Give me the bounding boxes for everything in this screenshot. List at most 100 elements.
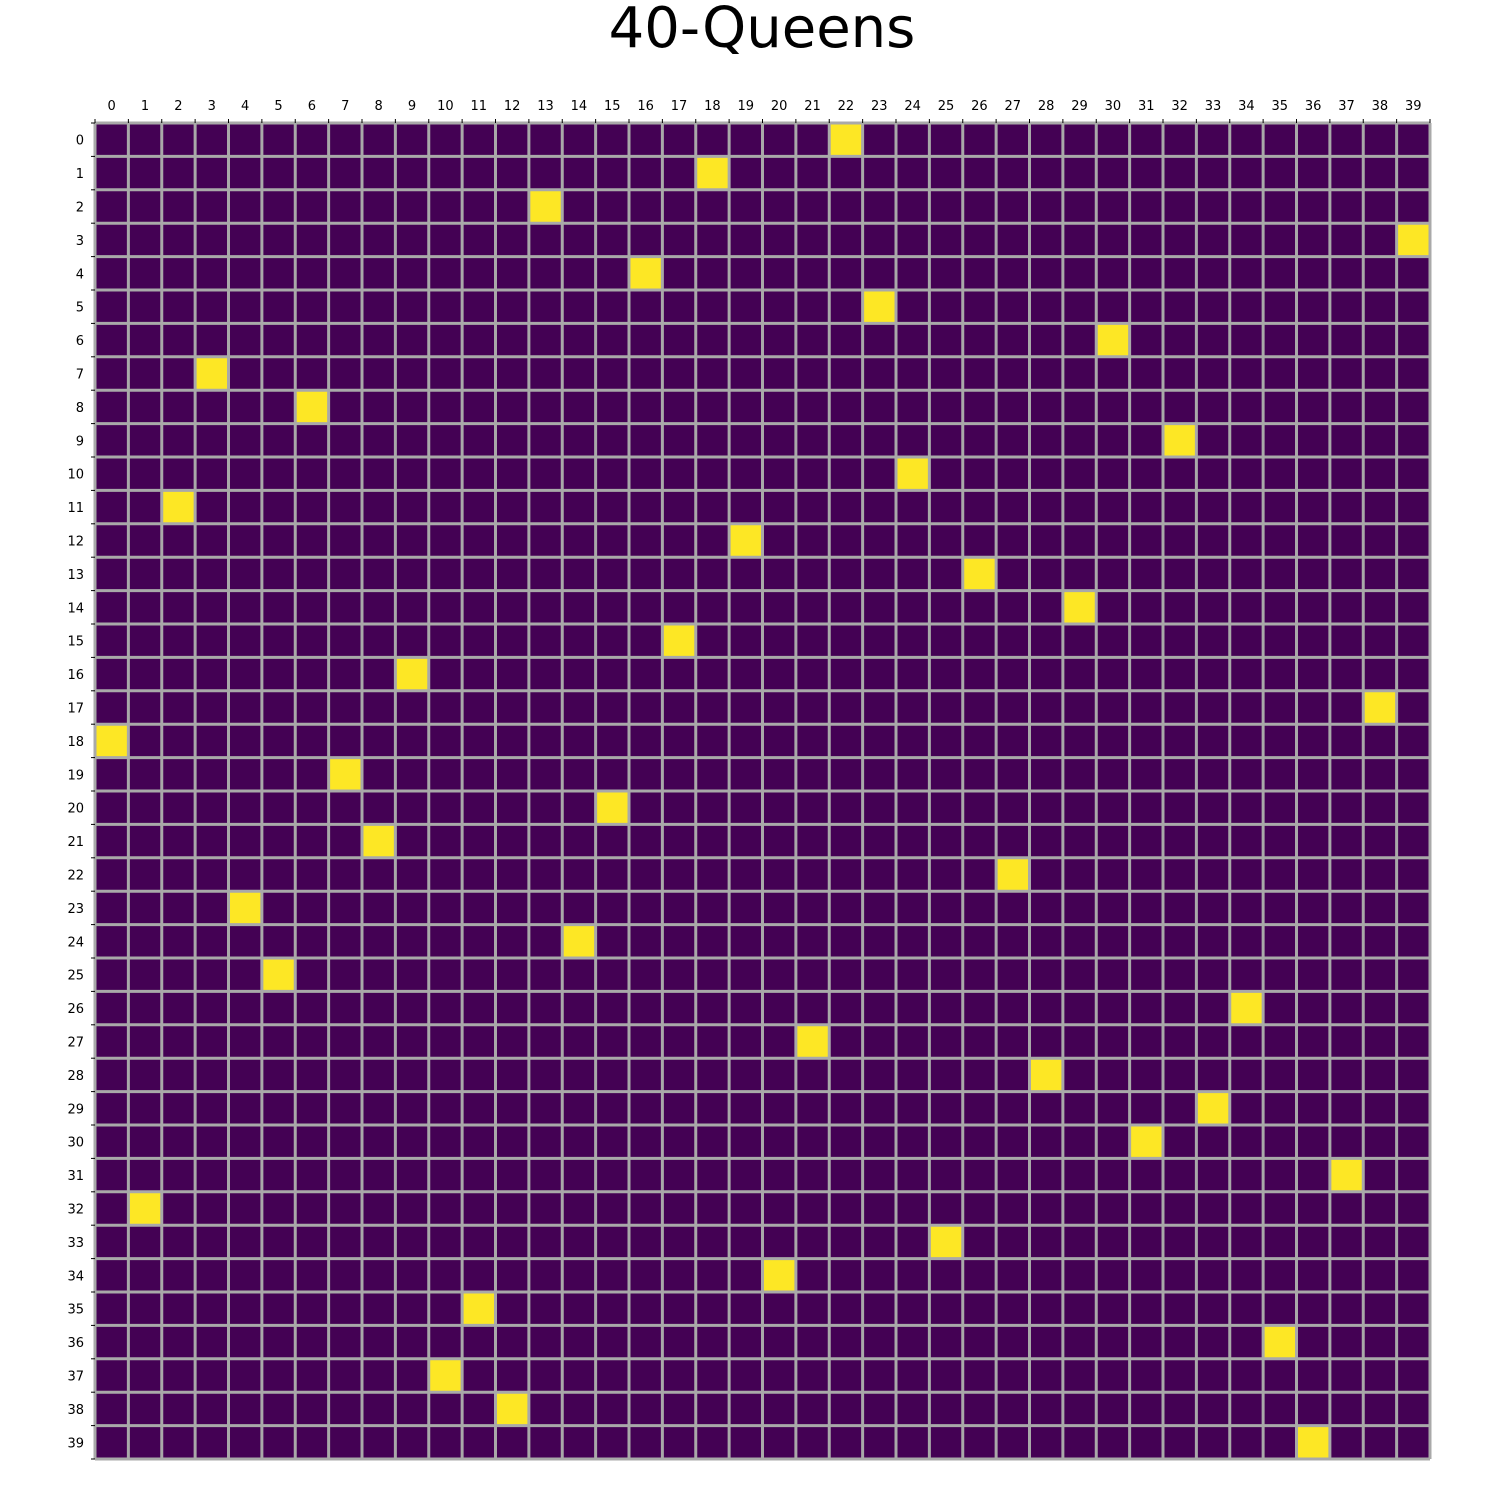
queen-cell-r15-c17 (662, 624, 696, 658)
queen-cell-r20-c15 (595, 791, 629, 825)
x-tick-label: 4 (241, 99, 249, 114)
y-tick-label: 4 (76, 267, 84, 282)
y-tick-label: 6 (76, 334, 84, 349)
y-tick-label: 9 (76, 434, 84, 449)
queen-cell-r17-c38 (1363, 690, 1397, 725)
queen-cell-r25-c5 (261, 958, 296, 992)
x-tick-label: 25 (938, 99, 955, 114)
y-tick-label: 2 (76, 201, 84, 216)
y-tick-label: 16 (67, 668, 84, 683)
queen-cell-r7-c3 (195, 356, 229, 391)
queen-cell-r31-c37 (1329, 1158, 1364, 1192)
x-tick-label: 10 (437, 99, 454, 114)
x-tick-label: 38 (1372, 99, 1389, 114)
x-tick-label: 16 (637, 99, 654, 114)
queen-cell-r13-c26 (962, 557, 997, 591)
y-tick-label: 33 (67, 1236, 84, 1251)
queen-cell-r6-c30 (1096, 323, 1130, 357)
queen-cell-r22-c27 (996, 857, 1030, 892)
x-tick-label: 11 (471, 99, 488, 114)
queen-cell-r0-c22 (829, 123, 863, 157)
x-tick-label: 20 (771, 99, 788, 114)
queen-cell-r33-c25 (929, 1225, 963, 1259)
x-tick-label: 8 (375, 99, 383, 114)
queen-cell-r14-c29 (1062, 590, 1097, 624)
x-tick-label: 23 (871, 99, 888, 114)
y-tick-label: 32 (67, 1203, 84, 1218)
x-tick-label: 9 (408, 99, 416, 114)
x-tick-label: 3 (208, 99, 216, 114)
queen-cell-r36-c35 (1263, 1325, 1297, 1359)
x-tick-label: 18 (704, 99, 721, 114)
y-tick-label: 14 (67, 601, 84, 616)
axis-tick-labels: 0 1 2 3 4 5 6 7 8 9 10 11 12 13 14 15 16 17 18 19 20 21 22 23 24… (67, 99, 1421, 1451)
queen-cell-r12-c19 (729, 523, 763, 558)
y-tick-label: 12 (67, 535, 84, 550)
y-tick-label: 10 (67, 468, 84, 483)
y-tick-label: 35 (67, 1303, 84, 1318)
queen-cell-r5-c23 (862, 290, 896, 324)
y-tick-label: 37 (67, 1370, 84, 1385)
x-tick-label: 19 (738, 99, 755, 114)
x-tick-label: 6 (308, 99, 316, 114)
y-tick-label: 30 (67, 1136, 84, 1151)
y-tick-label: 7 (76, 368, 84, 383)
queen-cell-r8-c6 (295, 390, 329, 424)
y-tick-label: 39 (67, 1436, 84, 1451)
x-tick-label: 22 (838, 99, 855, 114)
queen-cell-r30-c31 (1129, 1125, 1163, 1159)
x-tick-label: 29 (1071, 99, 1088, 114)
y-tick-label: 34 (67, 1269, 84, 1284)
queen-cell-r2-c13 (528, 189, 563, 224)
y-tick-label: 36 (67, 1336, 84, 1351)
y-tick-label: 25 (67, 969, 84, 984)
y-tick-label: 17 (67, 702, 84, 717)
board-grid (93, 121, 1432, 1461)
queen-cell-r24-c14 (562, 924, 596, 958)
queen-cell-r29-c33 (1196, 1091, 1230, 1125)
chart-title: 40-Queens (608, 0, 916, 61)
x-tick-label: 36 (1305, 99, 1322, 114)
x-tick-label: 24 (904, 99, 921, 114)
x-tick-label: 5 (274, 99, 282, 114)
queen-cell-r18-c0 (95, 724, 129, 758)
y-tick-label: 28 (67, 1069, 84, 1084)
x-tick-label: 13 (537, 99, 554, 114)
queen-cell-r1-c18 (695, 156, 730, 190)
queen-cell-r35-c11 (462, 1292, 496, 1326)
x-tick-label: 2 (174, 99, 182, 114)
queen-cell-r39-c36 (1296, 1425, 1330, 1459)
queen-cell-r34-c20 (762, 1258, 796, 1292)
queen-cell-r3-c39 (1396, 223, 1430, 257)
x-tick-label: 7 (341, 99, 349, 114)
x-tick-label: 33 (1205, 99, 1222, 114)
x-tick-label: 32 (1171, 99, 1188, 114)
x-tick-label: 0 (108, 99, 116, 114)
queen-cell-r11-c2 (161, 490, 196, 524)
y-tick-label: 13 (67, 568, 84, 583)
y-tick-label: 15 (67, 635, 84, 650)
y-tick-label: 8 (76, 401, 84, 416)
y-tick-label: 27 (67, 1036, 84, 1051)
queen-cell-r9-c32 (1163, 423, 1197, 457)
y-tick-label: 20 (67, 802, 84, 817)
queen-cell-r16-c9 (395, 657, 429, 691)
x-tick-label: 34 (1238, 99, 1255, 114)
y-tick-label: 26 (67, 1002, 84, 1017)
y-tick-label: 3 (76, 234, 84, 249)
x-tick-label: 30 (1105, 99, 1122, 114)
x-tick-label: 31 (1138, 99, 1155, 114)
axis-ticks (91, 119, 1431, 1460)
x-tick-label: 17 (671, 99, 688, 114)
y-tick-label: 38 (67, 1403, 84, 1418)
x-tick-label: 28 (1038, 99, 1055, 114)
queen-cell-r27-c21 (795, 1024, 830, 1059)
x-tick-label: 35 (1272, 99, 1289, 114)
y-tick-label: 19 (67, 768, 84, 783)
x-tick-label: 14 (571, 99, 588, 114)
y-tick-label: 22 (67, 869, 84, 884)
y-tick-label: 29 (67, 1102, 84, 1117)
queen-cell-r28-c28 (1029, 1058, 1063, 1092)
queen-cell-r26-c34 (1229, 991, 1264, 1025)
